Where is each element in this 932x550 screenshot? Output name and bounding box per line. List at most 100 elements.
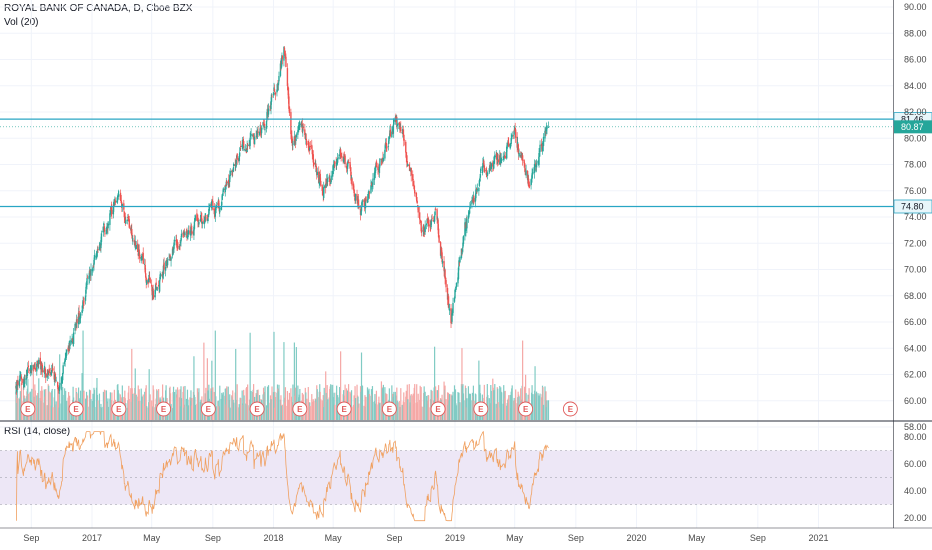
x-tick-label: Sep	[205, 533, 221, 543]
candle-body	[76, 319, 78, 324]
candle-body	[535, 164, 538, 168]
earnings-label: E	[25, 405, 31, 414]
x-tick-label: May	[143, 533, 161, 543]
candle-body	[478, 180, 481, 186]
candle-body	[476, 189, 479, 191]
candle-body	[513, 126, 516, 130]
candle-body	[298, 125, 301, 130]
volume-bar	[316, 389, 318, 420]
volume-bar	[375, 390, 378, 420]
candle-body	[399, 123, 401, 130]
candle-body	[335, 162, 338, 166]
chart-title: ROYAL BANK OF CANADA, D, Cboe BZX	[4, 3, 193, 14]
y-tick-label: 58.00	[904, 422, 927, 432]
y-tick-label: 60.00	[904, 396, 927, 406]
candle-body	[441, 260, 444, 264]
candle-body	[84, 295, 87, 301]
candle-body	[74, 323, 76, 331]
candle-body	[164, 266, 167, 271]
candle-body	[474, 198, 477, 202]
candle-body	[190, 227, 192, 235]
candle-body	[119, 195, 122, 201]
candle-body	[245, 151, 248, 153]
candle-body	[475, 189, 477, 199]
volume-bar	[511, 385, 513, 420]
volume-bar	[193, 356, 195, 420]
x-tick-label: Sep	[750, 533, 766, 543]
volume-bar	[198, 388, 200, 420]
candle-body	[489, 162, 492, 169]
candle-body	[203, 222, 206, 224]
candle-body	[58, 385, 61, 389]
volume-bar	[428, 395, 430, 420]
candle-body	[239, 147, 241, 151]
candle-body	[211, 200, 213, 203]
candle-body	[318, 171, 320, 183]
candle-body	[34, 367, 36, 369]
candle-body	[58, 388, 60, 390]
candle-body	[242, 140, 245, 149]
volume-bar	[224, 388, 226, 420]
candle-body	[273, 89, 276, 92]
candle-body	[423, 232, 426, 234]
x-tick-label: Sep	[386, 533, 402, 543]
candle-body	[179, 244, 181, 246]
candle-body	[530, 178, 533, 180]
rsi-tick-label: 20.00	[904, 513, 927, 523]
candle-body	[311, 144, 313, 149]
rsi-tick-label: 60.00	[904, 459, 927, 469]
candle-body	[501, 158, 503, 161]
earnings-icon	[430, 401, 446, 417]
candle-body	[476, 188, 478, 191]
candle-body	[200, 215, 202, 217]
candle-body	[31, 365, 33, 371]
volume-bar	[41, 390, 43, 420]
candle-body	[285, 56, 287, 67]
candle-body	[413, 186, 415, 190]
candle-body	[291, 135, 293, 142]
earnings-icon	[111, 401, 127, 417]
candle-body	[287, 87, 290, 99]
candle-body	[444, 277, 447, 280]
volume-bar	[467, 386, 470, 420]
candle-body	[440, 247, 443, 255]
candle-body	[409, 168, 411, 171]
candle-body	[139, 254, 141, 259]
volume-bar	[229, 407, 231, 420]
candle-body	[75, 319, 78, 328]
candle-body	[406, 157, 408, 162]
candle-body	[179, 242, 182, 244]
candle-body	[540, 143, 543, 146]
candle-body	[86, 278, 88, 286]
candle-body	[105, 228, 108, 234]
candle-body	[235, 167, 237, 168]
candle-body	[364, 198, 367, 209]
y-tick-label: 74.00	[904, 212, 927, 222]
candle-body	[493, 158, 495, 163]
candle-body	[460, 248, 463, 259]
candle-body	[486, 175, 488, 178]
candle-body	[473, 196, 475, 203]
horizontal-levels: 81.46 74.80 80.87	[0, 112, 932, 214]
candle-body	[234, 164, 236, 166]
volume-bar	[448, 394, 451, 420]
candle-body	[170, 257, 172, 261]
candle-body	[323, 185, 325, 189]
candle-body	[464, 222, 466, 236]
y-tick-label: 84.00	[904, 81, 927, 91]
candle-body	[120, 200, 123, 204]
volume-bar	[285, 405, 287, 420]
x-tick-label: May	[688, 533, 706, 543]
volume-bar	[100, 407, 103, 420]
candle-body	[325, 183, 327, 188]
candle-body	[168, 258, 170, 260]
candle-body	[117, 193, 120, 195]
candle-body	[79, 317, 81, 320]
candle-body	[82, 302, 84, 306]
candle-body	[297, 127, 300, 131]
candle-body	[417, 205, 419, 206]
candle-body	[61, 372, 64, 381]
candle-body	[276, 84, 279, 92]
candle-body	[203, 220, 205, 224]
